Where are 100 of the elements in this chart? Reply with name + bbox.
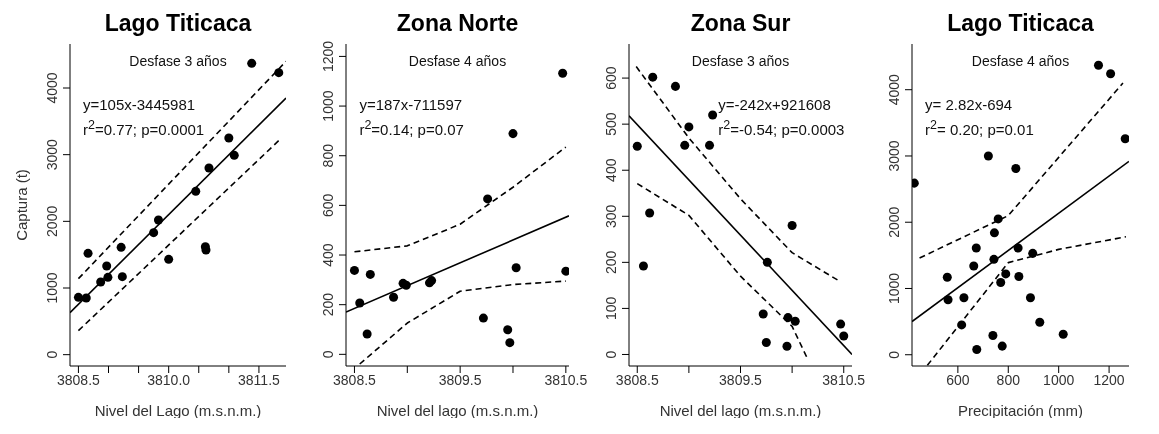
point — [758, 309, 768, 319]
y-tick-label: 3000 — [886, 140, 902, 172]
y-tick-label: 400 — [603, 158, 619, 182]
x-tick-label: 3809.5 — [719, 371, 763, 388]
x-tick-label: 3811.5 — [238, 371, 281, 388]
point — [632, 141, 642, 151]
y-tick-label: 4000 — [886, 73, 902, 106]
point — [783, 313, 793, 323]
y-tick-label: 1000 — [44, 272, 60, 304]
annotation: Desfase 3 años — [128, 52, 228, 70]
point — [971, 243, 981, 253]
point — [561, 266, 569, 276]
point — [511, 263, 521, 273]
annotation: r$^{2}$=-0.54; p=0.0003 — [718, 117, 845, 139]
y-tick-label: 0 — [603, 350, 619, 359]
annotation: y= 2.82x-694 — [925, 96, 1013, 114]
annotation: y=105x-3445981 — [82, 96, 196, 114]
point — [355, 298, 365, 308]
point — [96, 277, 106, 287]
annotation: Desfase 4 años — [970, 52, 1071, 70]
point — [117, 272, 127, 282]
annotation: r$^{2}$=0.77; p=0.0001 — [82, 117, 205, 139]
point — [229, 150, 239, 160]
point — [274, 68, 284, 78]
y-tick-label: 500 — [603, 112, 619, 136]
annotation: Desfase 3 años — [690, 52, 791, 70]
y-tick-label: 0 — [44, 350, 60, 359]
point — [365, 269, 375, 279]
annotation: r$^{2}$=0.14; p=0.07 — [359, 117, 464, 139]
y-tick-label: 0 — [320, 350, 336, 359]
point — [1014, 272, 1024, 282]
x-tick-label: 3808.5 — [57, 371, 101, 388]
y-tick-label: 400 — [320, 243, 336, 267]
point — [648, 72, 658, 82]
point — [164, 254, 174, 264]
point — [670, 81, 680, 91]
point — [969, 261, 979, 271]
line-series — [636, 182, 808, 358]
y-tick-label: 0 — [886, 350, 902, 359]
y-tick-label: 600 — [603, 66, 619, 90]
point — [389, 292, 399, 302]
y-tick-label: 2000 — [886, 206, 902, 238]
point — [708, 110, 718, 120]
point — [705, 140, 715, 150]
point — [942, 272, 952, 282]
point — [988, 331, 998, 341]
x-tick-label: 3810.5 — [822, 371, 866, 388]
point — [1058, 329, 1068, 339]
point — [73, 292, 83, 302]
y-tick-label: 100 — [603, 296, 619, 321]
point — [1028, 248, 1038, 258]
chart-title: Lago Titicaca — [103, 9, 253, 38]
point — [503, 325, 513, 335]
point — [1025, 293, 1035, 303]
point — [989, 228, 999, 238]
y-tick-label: 1200 — [320, 40, 336, 72]
y-tick-label: 1000 — [320, 90, 336, 122]
point — [478, 313, 488, 323]
point — [508, 129, 518, 139]
point — [839, 331, 849, 341]
y-tick-label: 1000 — [886, 272, 902, 305]
point — [959, 293, 969, 303]
point — [790, 316, 800, 326]
point — [558, 68, 568, 78]
y-tick-label: 4000 — [44, 72, 60, 104]
x-tick-label: 3810.0 — [147, 371, 191, 388]
x-tick-label: 1000 — [1043, 371, 1075, 388]
point — [787, 220, 797, 230]
point — [1013, 243, 1023, 253]
y-tick-label: 3000 — [44, 138, 60, 171]
annotation: r$^{2}$= 0.20; p=0.01 — [925, 117, 1034, 139]
x-tick-label: 3809.5 — [438, 371, 482, 388]
x-tick-label: 600 — [946, 371, 970, 388]
chart-title: Zona Norte — [395, 9, 520, 38]
point — [149, 228, 159, 238]
point — [483, 194, 493, 204]
point — [983, 151, 993, 161]
point — [972, 344, 982, 354]
y-tick-label: 300 — [603, 204, 619, 228]
point — [638, 261, 648, 271]
point — [996, 278, 1006, 288]
y-tick-label: 600 — [320, 193, 336, 218]
y-tick-label: 800 — [320, 143, 336, 168]
point — [1001, 269, 1011, 279]
point — [684, 122, 694, 132]
point — [645, 208, 655, 218]
chart-title: Zona Sur — [689, 9, 792, 38]
point — [762, 257, 772, 267]
x-tick-label: 3808.5 — [615, 371, 659, 388]
point — [997, 341, 1007, 351]
annotation: y=-242x+921608 — [718, 96, 831, 114]
point — [680, 140, 690, 150]
point — [836, 319, 846, 329]
annotation: y=187x-711597 — [359, 96, 463, 114]
x-tick-label: 3810.5 — [544, 371, 588, 388]
point — [943, 295, 953, 305]
point — [349, 265, 359, 275]
point — [102, 261, 112, 271]
point — [103, 272, 113, 282]
point — [989, 254, 999, 264]
